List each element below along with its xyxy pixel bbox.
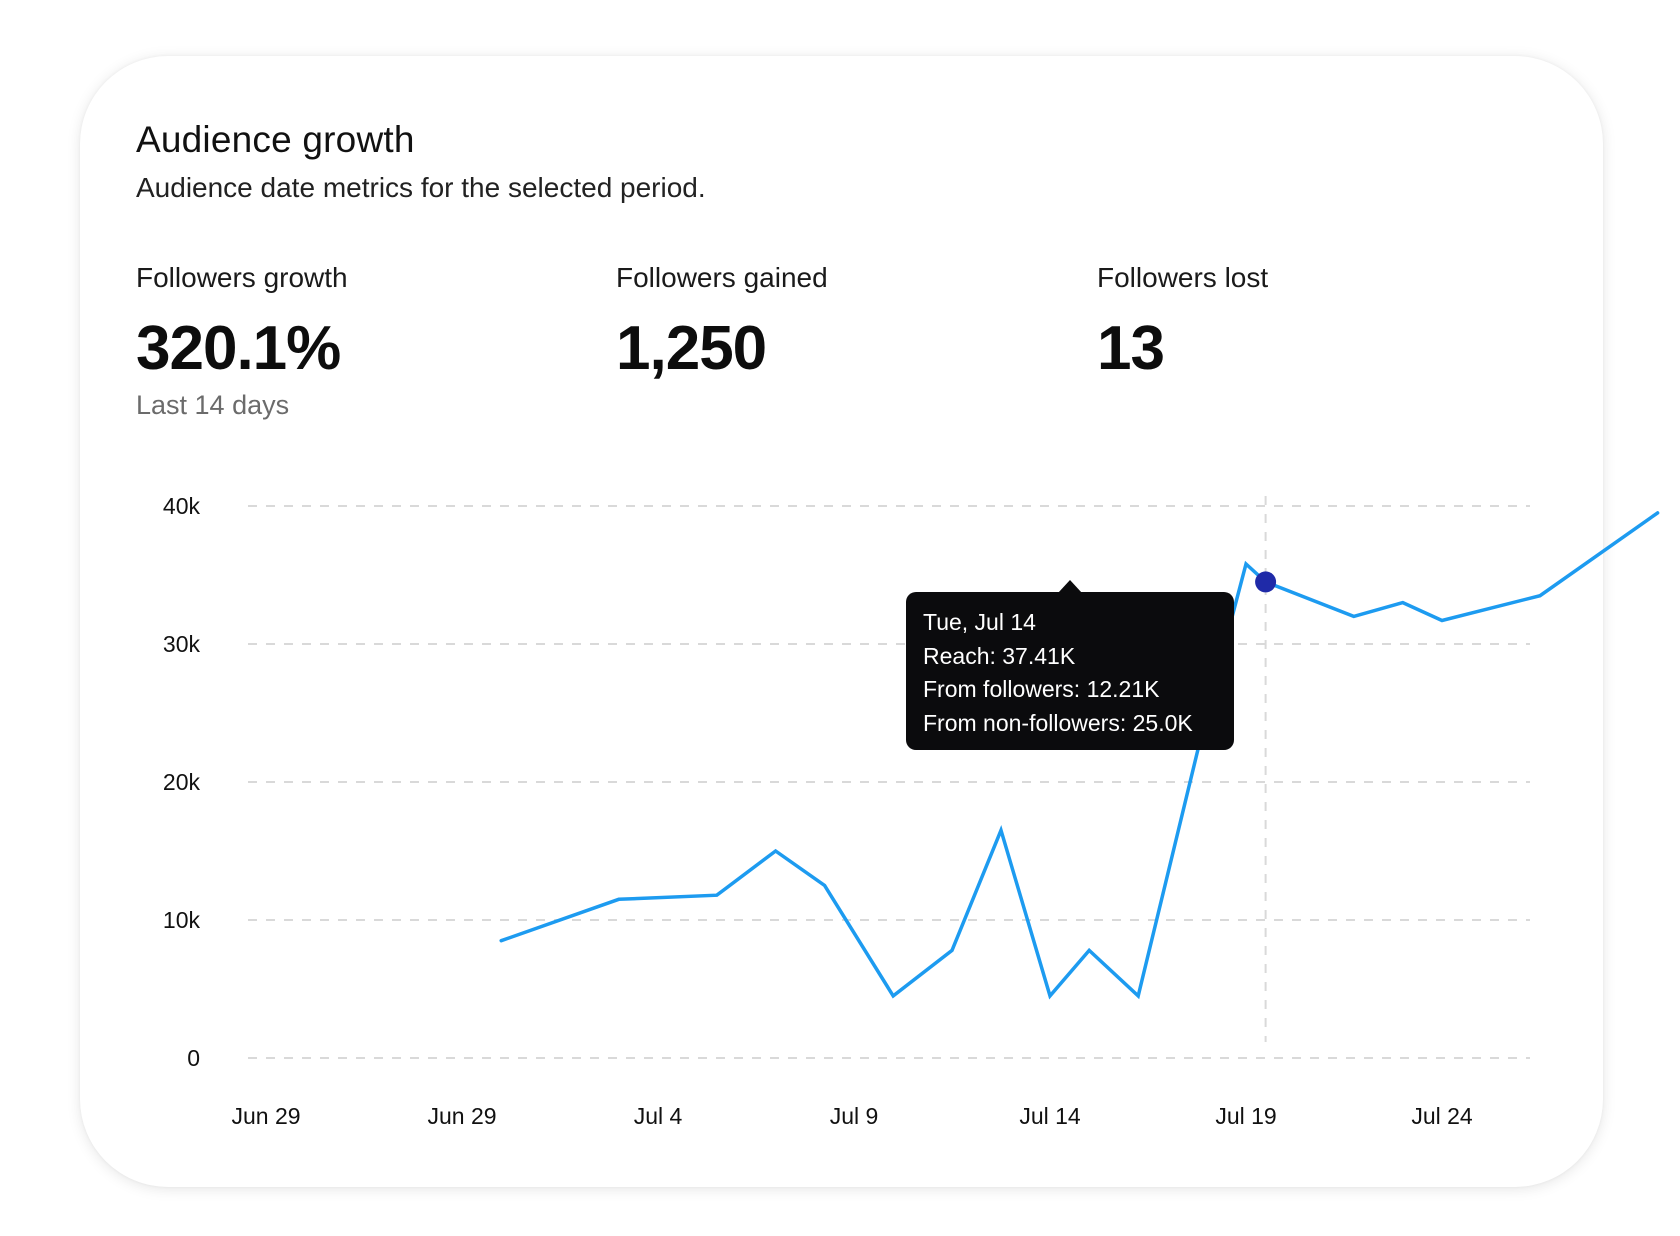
tooltip-reach: Reach: 37.41K [923,642,1076,669]
y-tick-label: 0 [187,1045,200,1071]
y-tick-label: 30k [163,631,201,657]
metric-period-note: Last 14 days [136,390,290,420]
x-tick-label: Jul 9 [830,1103,879,1129]
tooltip-from-non-followers: From non-followers: 25.0K [923,709,1193,736]
y-tick-label: 20k [163,769,201,795]
metric-label: Followers growth [136,262,348,293]
metric-value: 320.1% [136,314,341,383]
chart-tooltip: Tue, Jul 14 Reach: 37.41K From followers… [906,592,1234,750]
tooltip-from-followers: From followers: 12.21K [923,676,1160,702]
y-tick-label: 10k [163,907,201,933]
x-tick-label: Jul 24 [1411,1103,1473,1129]
audience-growth-card [80,56,1603,1187]
metric-followers-lost: Followers lost 13 [1097,262,1268,380]
x-tick-label: Jun 29 [427,1103,496,1129]
metric-followers-growth: Followers growth 320.1% Last 14 days [136,262,348,421]
x-tick-label: Jul 19 [1215,1103,1276,1129]
y-tick-label: 40k [163,493,201,519]
card-subtitle: Audience date metrics for the selected p… [136,172,706,203]
x-tick-label: Jul 14 [1019,1103,1081,1129]
metric-value: 13 [1097,314,1165,383]
tooltip-arrow [1058,580,1082,593]
series-line [499,511,1660,1000]
metric-value: 1,250 [616,314,767,383]
metric-followers-gained: Followers gained 1,250 [616,262,828,380]
card-title: Audience growth [136,119,415,160]
x-tick-label: Jul 4 [634,1103,683,1129]
metric-label: Followers lost [1097,262,1269,293]
highlighted-data-point [1255,571,1277,593]
metric-label: Followers gained [616,262,828,293]
tooltip-date: Tue, Jul 14 [923,609,1036,635]
x-tick-label: Jun 29 [231,1103,300,1129]
